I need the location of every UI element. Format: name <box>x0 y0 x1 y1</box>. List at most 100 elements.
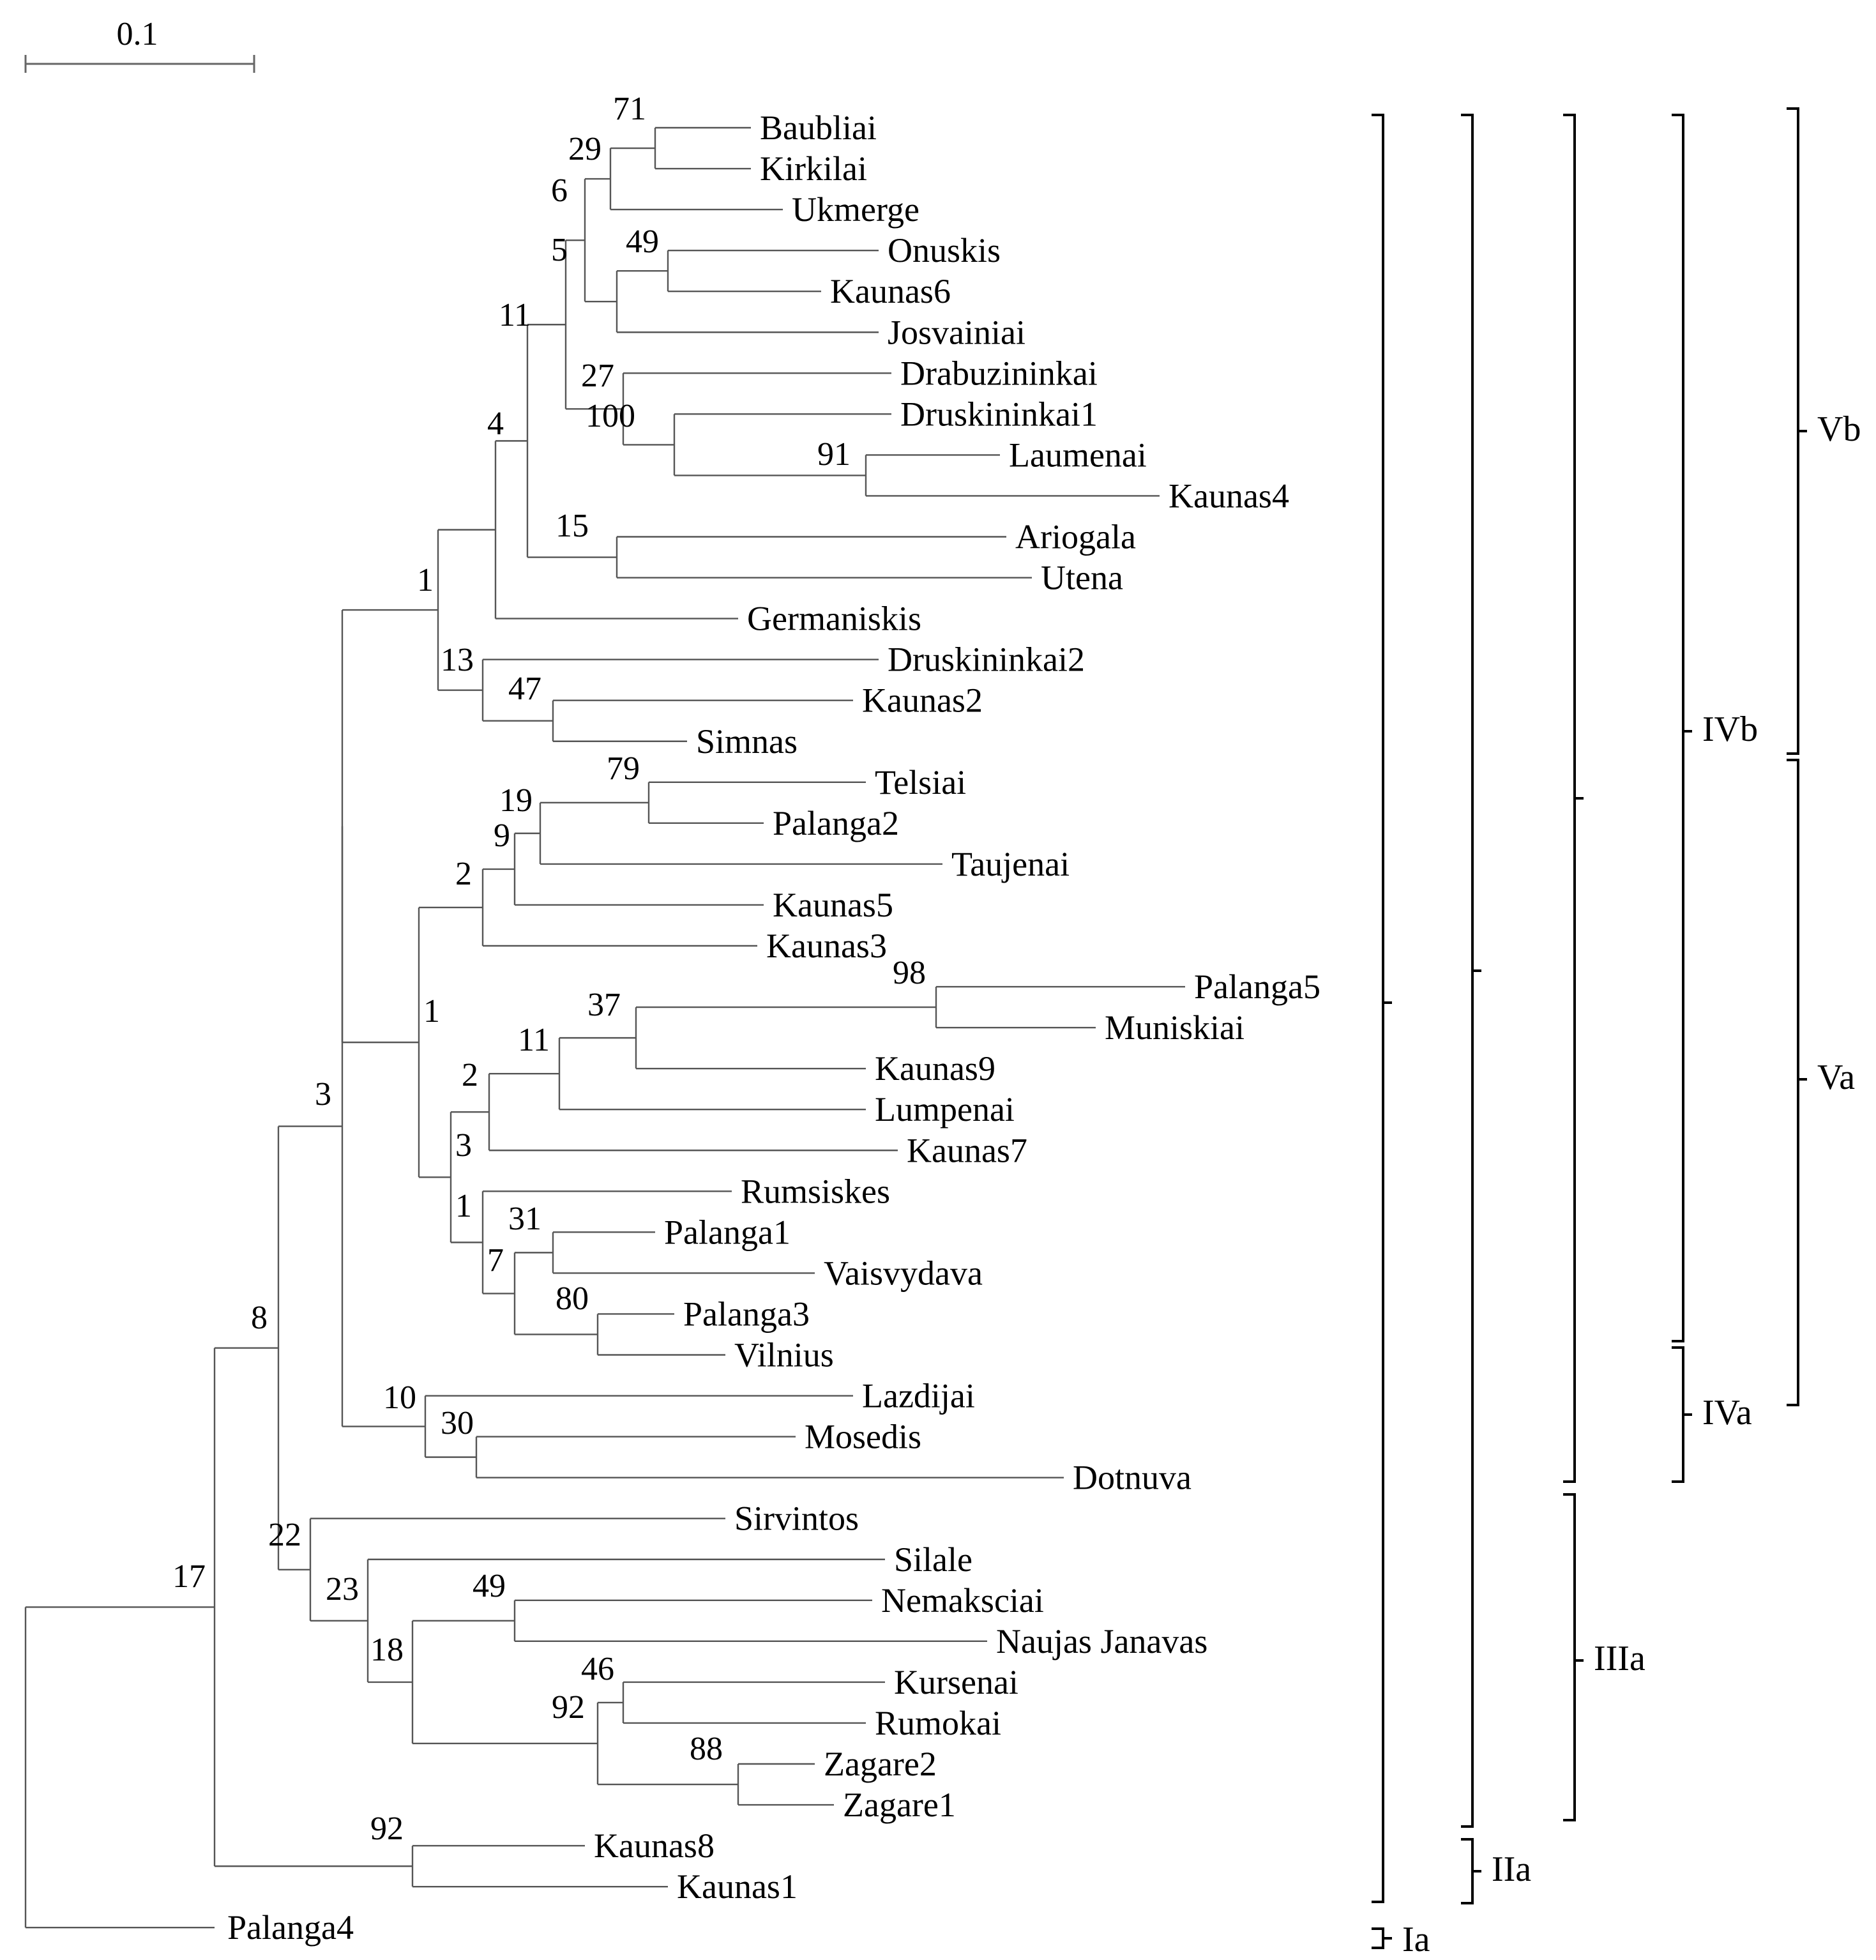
bootstrap-value: 10 <box>383 1379 416 1416</box>
clade-brackets: Ia IIa IIIa IVa IVb Va Vb <box>1372 107 1861 1959</box>
bootstrap-value: 49 <box>626 224 659 260</box>
bootstrap-value: 27 <box>581 358 614 394</box>
leaf-label: Taujenai <box>951 845 1070 883</box>
leaf-labels: BaubliaiKirkilaiUkmergeOnuskisKaunas6Jos… <box>227 109 1320 1947</box>
leaf-label: Ariogala <box>1015 518 1136 556</box>
bootstrap-value: 5 <box>551 232 568 268</box>
leaf-label: Zagare1 <box>843 1786 956 1824</box>
bootstrap-value: 2 <box>455 856 472 892</box>
leaf-label: Telsiai <box>875 763 966 801</box>
bootstrap-value: 11 <box>518 1022 550 1058</box>
clade-bracket <box>1563 114 1584 1483</box>
leaf-label: Kaunas1 <box>677 1867 798 1906</box>
leaf-label: Druskininkai2 <box>888 641 1085 679</box>
leaf-label: Palanga5 <box>1194 968 1320 1006</box>
clade-label-IVb: IVb <box>1702 710 1758 749</box>
bootstrap-value: 47 <box>508 671 541 707</box>
bootstrap-value: 13 <box>441 642 474 678</box>
bootstrap-value: 3 <box>315 1076 331 1113</box>
bootstrap-value: 100 <box>586 398 635 434</box>
bootstrap-value: 31 <box>508 1201 541 1237</box>
bootstrap-value: 2 <box>462 1057 478 1093</box>
bootstrap-value: 49 <box>473 1568 506 1604</box>
leaf-label: Ukmerge <box>792 190 919 229</box>
leaf-label: Palanga4 <box>227 1908 354 1947</box>
leaf-label: Kirkilai <box>760 149 867 188</box>
clade-bracket <box>1787 107 1807 755</box>
clade-label-Ia: Ia <box>1402 1920 1430 1959</box>
bootstrap-value: 6 <box>551 172 568 209</box>
bootstrap-value: 9 <box>494 817 510 854</box>
leaf-label: Mosedis <box>805 1418 921 1456</box>
bootstrap-value: 30 <box>441 1405 474 1441</box>
leaf-label: Kaunas7 <box>907 1131 1027 1169</box>
bootstrap-value: 71 <box>613 91 646 127</box>
leaf-label: Kaunas4 <box>1169 476 1289 515</box>
bootstrap-value: 4 <box>487 406 504 442</box>
leaf-label: Palanga1 <box>664 1213 790 1251</box>
scale-bar-label: 0.1 <box>117 16 158 52</box>
bootstrap-value: 22 <box>268 1517 301 1553</box>
leaf-label: Simnas <box>696 722 798 761</box>
bootstrap-labels: 7129649527100911115411347791992983711233… <box>172 91 926 1847</box>
bootstrap-value: 11 <box>499 297 531 333</box>
leaf-label: Lazdijai <box>862 1377 975 1415</box>
bootstrap-value: 88 <box>690 1731 723 1767</box>
bootstrap-value: 92 <box>552 1689 585 1726</box>
bootstrap-value: 18 <box>370 1632 404 1668</box>
bootstrap-value: 80 <box>556 1280 589 1317</box>
clade-label-IIIa: IIIa <box>1594 1639 1645 1678</box>
bootstrap-value: 19 <box>499 782 533 819</box>
bootstrap-value: 1 <box>423 993 440 1029</box>
leaf-label: Rumsiskes <box>741 1172 890 1210</box>
leaf-label: Vaisvydava <box>824 1254 983 1292</box>
leaf-label: Laumenai <box>1009 436 1147 474</box>
clade-bracket <box>1787 759 1807 1406</box>
bootstrap-value: 1 <box>417 562 434 598</box>
leaf-label: Lumpenai <box>875 1090 1015 1128</box>
leaf-label: Silale <box>894 1540 972 1579</box>
leaf-label: Kaunas3 <box>766 927 887 965</box>
leaf-label: Naujas Janavas <box>996 1622 1207 1660</box>
bootstrap-value: 92 <box>370 1811 404 1847</box>
leaf-label: Palanga3 <box>683 1295 810 1333</box>
bootstrap-value: 46 <box>581 1651 614 1687</box>
leaf-label: Palanga2 <box>773 804 899 842</box>
leaf-label: Sirvintos <box>734 1500 859 1538</box>
scale-bar: 0.1 <box>24 16 255 73</box>
clade-bracket <box>1563 1493 1584 1821</box>
bootstrap-value: 7 <box>487 1242 504 1279</box>
clade-bracket <box>1672 114 1692 1342</box>
bootstrap-value: 37 <box>587 987 621 1023</box>
leaf-label: Vilnius <box>734 1336 834 1374</box>
bootstrap-value: 1 <box>455 1188 472 1224</box>
bootstrap-value: 23 <box>326 1571 359 1607</box>
bootstrap-value: 3 <box>455 1127 472 1164</box>
leaf-label: Josvainiai <box>888 313 1025 351</box>
leaf-label: Drabuzininkai <box>900 354 1098 392</box>
leaf-label: Baubliai <box>760 109 877 147</box>
bootstrap-value: 8 <box>251 1300 268 1336</box>
tree-branches <box>24 126 1185 1929</box>
clade-bracket <box>1461 1838 1481 1904</box>
leaf-label: Zagare2 <box>824 1745 937 1783</box>
leaf-label: Kursenai <box>894 1663 1018 1701</box>
clade-bracket <box>1461 114 1481 1828</box>
clade-bracket <box>1372 114 1392 1903</box>
leaf-label: Kaunas5 <box>773 886 893 924</box>
bootstrap-value: 15 <box>556 508 589 544</box>
leaf-label: Kaunas6 <box>830 272 951 310</box>
leaf-label: Germaniskis <box>747 600 921 638</box>
leaf-label: Druskininkai1 <box>900 395 1098 433</box>
leaf-label: Kaunas9 <box>875 1049 995 1088</box>
leaf-label: Nemaksciai <box>881 1581 1044 1620</box>
leaf-label: Muniskiai <box>1105 1008 1244 1047</box>
leaf-label: Onuskis <box>888 231 1001 270</box>
bootstrap-value: 79 <box>607 750 640 787</box>
leaf-label: Dotnuva <box>1073 1459 1191 1497</box>
leaf-label: Rumokai <box>875 1704 1001 1742</box>
leaf-label: Utena <box>1041 559 1123 597</box>
bootstrap-value: 98 <box>893 955 926 991</box>
leaf-label: Kaunas8 <box>594 1827 715 1865</box>
